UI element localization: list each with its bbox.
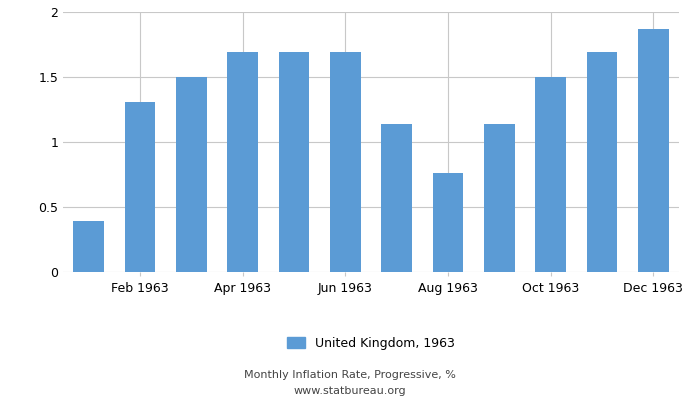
Bar: [433, 173, 463, 272]
Bar: [536, 77, 566, 272]
Bar: [382, 124, 412, 272]
Bar: [638, 29, 668, 272]
Bar: [330, 52, 360, 272]
Bar: [176, 77, 206, 272]
Legend: United Kingdom, 1963: United Kingdom, 1963: [281, 330, 461, 356]
Bar: [587, 52, 617, 272]
Bar: [279, 52, 309, 272]
Bar: [125, 102, 155, 272]
Text: www.statbureau.org: www.statbureau.org: [294, 386, 406, 396]
Bar: [484, 124, 514, 272]
Bar: [74, 221, 104, 272]
Text: Monthly Inflation Rate, Progressive, %: Monthly Inflation Rate, Progressive, %: [244, 370, 456, 380]
Bar: [228, 52, 258, 272]
